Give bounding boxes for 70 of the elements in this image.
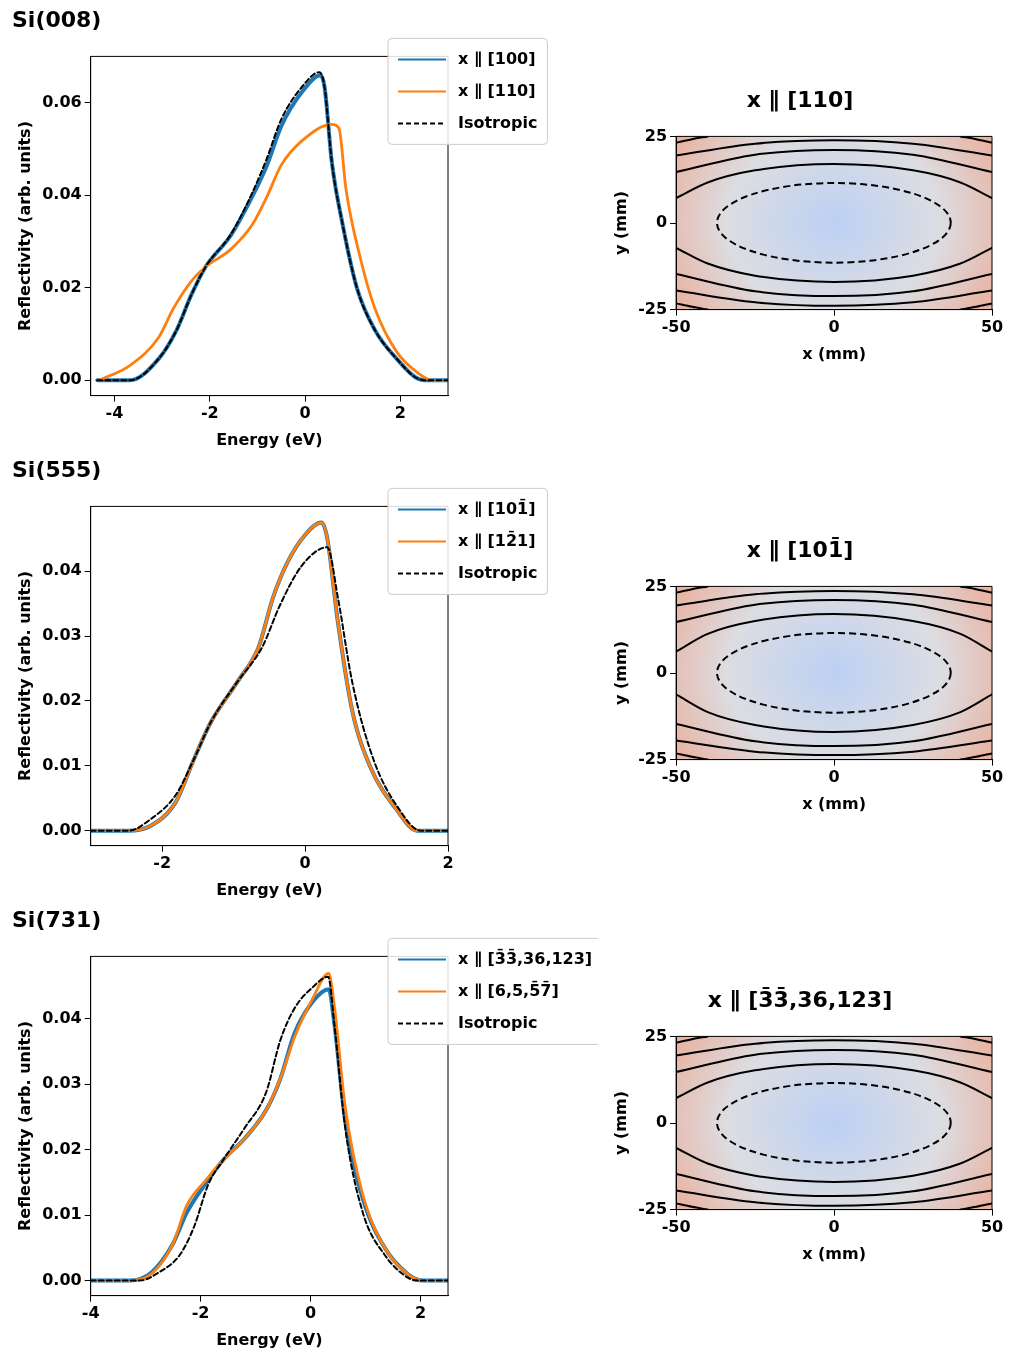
y-tick-label: 0.02	[42, 1138, 82, 1158]
y-axis-title: y (mm)	[610, 1091, 630, 1155]
y-tick-label: 0.04	[42, 560, 82, 580]
x-axis-title: x (mm)	[802, 343, 866, 363]
legend-label: Isotropic	[458, 562, 538, 582]
y-tick-label: 0.00	[42, 1269, 82, 1289]
legend-label: x ∥ [100]	[458, 48, 536, 68]
y-tick-label: 0	[655, 662, 668, 682]
chart-title: Si(008)	[12, 6, 102, 32]
y-axis-title: Reflectivity (arb. units)	[14, 121, 34, 331]
y-tick-label: 0.00	[42, 369, 82, 389]
x-axis-title: Energy (eV)	[216, 429, 323, 449]
x-tick-label: 0	[305, 1303, 317, 1323]
y-tick-label: 0.04	[42, 184, 82, 204]
legend-label: x ∥ [3̄3̄,36,123]	[458, 947, 593, 968]
y-axis-title: y (mm)	[610, 641, 630, 705]
x-tick-label: 2	[442, 853, 454, 873]
legend-label: Isotropic	[458, 112, 538, 132]
legend-label: x ∥ [110]	[458, 80, 536, 100]
x-tick-label: 2	[394, 403, 406, 423]
x-tick-label: -50	[661, 767, 691, 787]
x-tick-label: 50	[980, 317, 1004, 337]
chart-title: x ∥ [101̄]	[746, 536, 854, 562]
x-tick-label: 50	[980, 1217, 1004, 1237]
chart-title: Si(731)	[12, 906, 102, 932]
y-axis-title: Reflectivity (arb. units)	[14, 1021, 34, 1231]
x-tick-label: 50	[980, 767, 1004, 787]
y-tick-label: 0.01	[42, 754, 82, 774]
x-tick-label: -2	[191, 1303, 210, 1323]
y-tick-label: -25	[638, 748, 668, 768]
x-tick-label: -4	[105, 403, 124, 423]
x-tick-label: 0	[299, 403, 311, 423]
y-tick-label: -25	[638, 298, 668, 318]
chart-title: Si(555)	[12, 456, 102, 482]
y-axis-title: y (mm)	[610, 191, 630, 255]
x-axis-title: x (mm)	[802, 1243, 866, 1263]
y-tick-label: 25	[644, 575, 668, 595]
x-tick-label: -50	[661, 317, 691, 337]
y-tick-label: 0.03	[42, 1073, 82, 1093]
x-tick-label: -50	[661, 1217, 691, 1237]
y-tick-label: 0.04	[42, 1007, 82, 1027]
legend-label: x ∥ [101̄]	[458, 497, 536, 518]
legend-label: x ∥ [12̄1]	[458, 529, 536, 550]
x-axis-title: Energy (eV)	[216, 879, 323, 899]
y-tick-label: 0.02	[42, 276, 82, 296]
y-tick-label: 0	[655, 212, 668, 232]
x-tick-label: -4	[81, 1303, 100, 1323]
y-tick-label: 0.06	[42, 91, 82, 111]
legend-label: Isotropic	[458, 1012, 538, 1032]
x-axis-title: Energy (eV)	[216, 1329, 323, 1349]
legend-label: x ∥ [6,5,5̄7̄]	[458, 979, 559, 1000]
chart-title: x ∥ [3̄3̄,36,123]	[707, 986, 893, 1012]
y-tick-label: 0.02	[42, 690, 82, 710]
y-tick-label: -25	[638, 1198, 668, 1218]
x-tick-label: 0	[828, 1217, 840, 1237]
x-tick-label: 2	[414, 1303, 427, 1323]
y-tick-label: 0.03	[42, 625, 82, 645]
x-tick-label: 0	[828, 767, 840, 787]
y-tick-label: 0	[655, 1112, 668, 1132]
y-tick-label: 25	[644, 1025, 668, 1045]
y-axis-title: Reflectivity (arb. units)	[14, 571, 34, 781]
chart-title: x ∥ [110]	[746, 86, 854, 112]
x-tick-label: 0	[828, 317, 840, 337]
x-tick-label: -2	[200, 403, 219, 423]
x-tick-label: 0	[299, 853, 311, 873]
x-tick-label: -2	[153, 853, 172, 873]
y-tick-label: 0.01	[42, 1204, 82, 1224]
y-tick-label: 0.00	[42, 819, 82, 839]
x-axis-title: x (mm)	[802, 793, 866, 813]
y-tick-label: 25	[644, 125, 668, 145]
